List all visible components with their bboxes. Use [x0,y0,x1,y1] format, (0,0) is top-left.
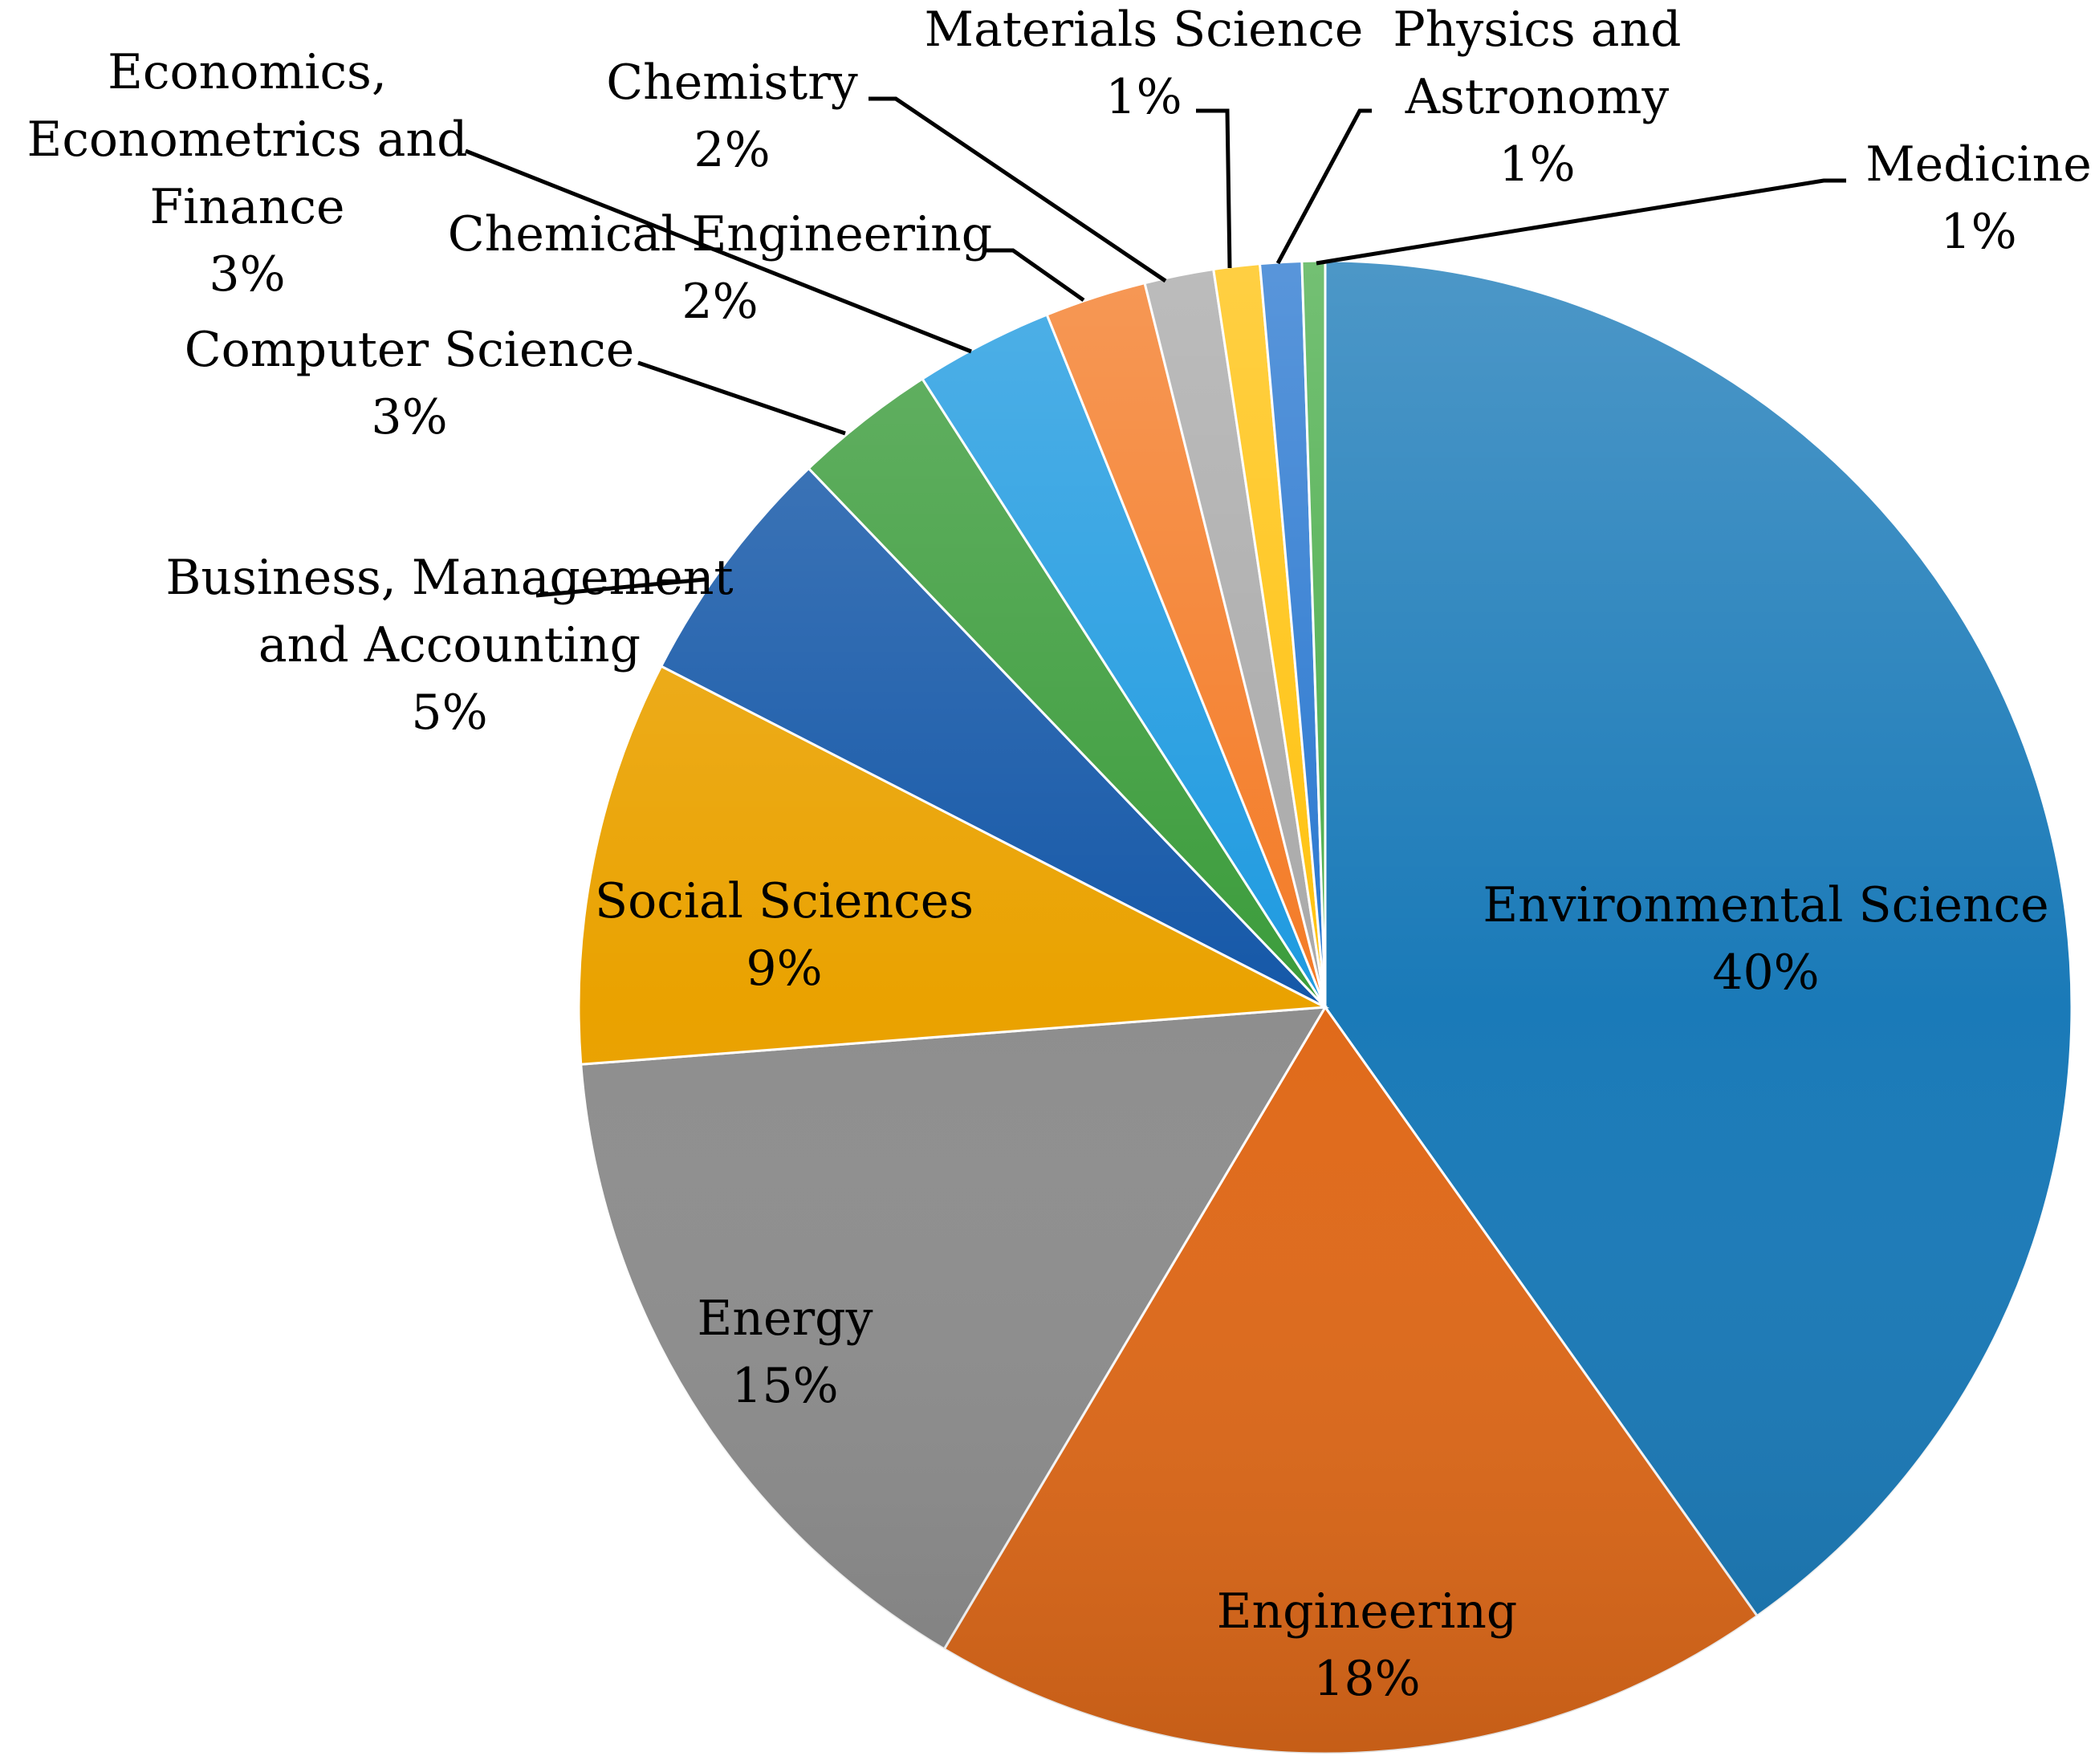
slice-category-engineering: Engineering [1217,1583,1518,1640]
slice-category-chemical-engineering: Chemical Engineering [448,206,992,262]
leader-line-business-management-and-accounting [535,577,706,598]
slice-percent-energy: 15% [731,1358,838,1414]
slice-label-physics-and-astronomy: Physics and Astronomy 1% [1393,2,1681,193]
slice-percent-computer-science: 3% [371,389,447,445]
slice-category-business-management-and-accounting: Business, Management [165,550,733,606]
slice-category-environmental-science: Environmental Science [1483,877,2048,933]
leader-line-materials-science [1196,108,1232,269]
slice-label-business-management-and-accounting: Business, Management and Accounting 5% [165,550,733,741]
leader-line-medicine [1316,178,1846,266]
slice-category-business-management-and-accounting: and Accounting [258,617,641,673]
slice-label-computer-science: Computer Science 3% [185,322,635,445]
leader-lines [465,96,1846,598]
leader-line-computer-science [637,360,846,436]
pie-slices [577,259,2073,1755]
slice-label-medicine: Medicine 1% [1865,136,2091,260]
slice-category-economics-econometrics-and-finance: Econometrics and [27,112,468,168]
slice-category-social-sciences: Social Sciences [595,873,974,929]
slice-percent-medicine: 1% [1940,204,2016,260]
slice-label-chemical-engineering: Chemical Engineering 2% [448,206,992,330]
slice-percent-social-sciences: 9% [746,941,822,997]
slice-percent-business-management-and-accounting: 5% [411,685,487,741]
slice-category-physics-and-astronomy: Astronomy [1405,69,1670,125]
leader-line-chemical-engineering [984,248,1085,303]
slice-label-environmental-science: Environmental Science 40% [1483,877,2048,1001]
slice-label-economics-econometrics-and-finance: Economics, Econometrics and Finance 3% [27,44,468,303]
slice-label-chemistry: Chemistry 2% [606,55,858,178]
slice-percent-chemical-engineering: 2% [681,274,758,330]
slice-percent-chemistry: 2% [694,122,770,178]
slice-percent-environmental-science: 40% [1712,945,1819,1001]
slice-category-economics-econometrics-and-finance: Finance [150,179,345,235]
leader-line-economics-econometrics-and-finance [465,148,972,354]
slice-label-materials-science: Materials Science 1% [925,2,1364,125]
slice-labels: Environmental Science 40%Engineering 18%En… [27,2,2092,1707]
slice-category-energy: Energy [698,1290,873,1347]
slice-category-computer-science: Computer Science [185,322,635,378]
slice-label-energy: Energy 15% [698,1290,873,1414]
slice-label-engineering: Engineering 18% [1217,1583,1518,1707]
slice-percent-materials-science: 1% [1105,69,1182,125]
slice-category-chemistry: Chemistry [606,55,858,111]
leader-line-physics-and-astronomy [1275,108,1372,265]
slice-label-social-sciences: Social Sciences 9% [595,873,974,997]
slice-category-materials-science: Materials Science [925,2,1364,58]
slice-percent-engineering: 18% [1313,1651,1420,1707]
slice-percent-physics-and-astronomy: 1% [1499,136,1575,193]
slice-category-medicine: Medicine [1865,136,2091,193]
slice-category-economics-econometrics-and-finance: Economics, [108,44,387,100]
slice-percent-economics-econometrics-and-finance: 3% [209,246,285,303]
slice-category-physics-and-astronomy: Physics and [1393,2,1681,58]
leader-line-chemistry [869,96,1167,283]
